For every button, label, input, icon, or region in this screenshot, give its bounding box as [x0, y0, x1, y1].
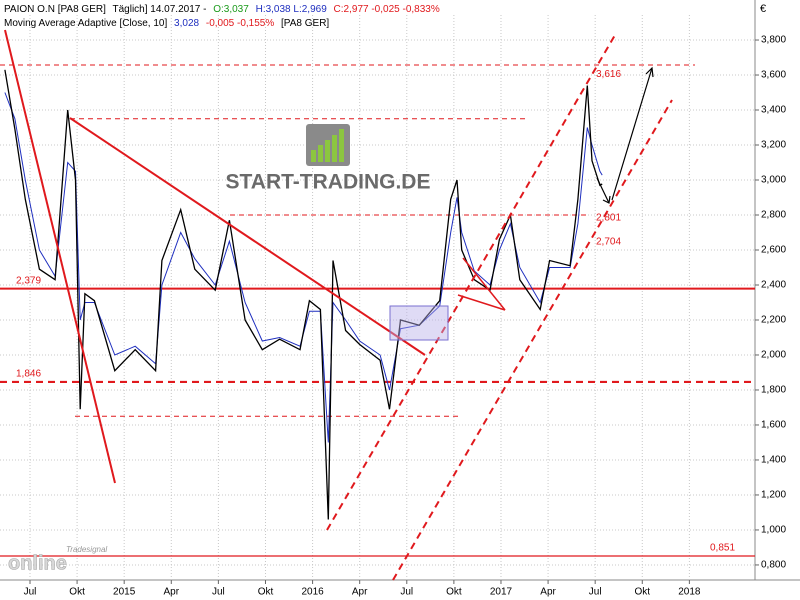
level-label: 0,851: [710, 543, 735, 554]
header-line: PAION O.N [PA8 GER] Täglich] 14.07.2017 …: [4, 4, 440, 15]
x-tick-label: Jul: [400, 587, 413, 598]
highlight-box: [389, 305, 449, 341]
header-text: Täglich] 14.07.2017 -: [112, 4, 206, 15]
level-label: 2,379: [16, 275, 41, 286]
y-tick-label: 2,800: [761, 210, 786, 221]
series-name: PAION O.N [PA8 GER]: [4, 4, 106, 15]
header-high-low: H:3,038 L:2,969: [256, 4, 328, 15]
level-label: 1,846: [16, 369, 41, 380]
y-tick-label: 3,000: [761, 175, 786, 186]
x-tick-label: Jul: [24, 587, 37, 598]
x-tick-label: Okt: [634, 587, 650, 598]
trendlines: [4, 29, 673, 581]
brand: Tradesignal: [66, 545, 107, 554]
x-tick-label: 2017: [490, 587, 513, 598]
y-tick-label: 2,600: [761, 245, 786, 256]
y-tick-label: 3,600: [761, 70, 786, 81]
header-change: -0,005 -0,155%: [206, 18, 274, 29]
x-tick-label: Okt: [258, 587, 274, 598]
y-tick-label: 2,400: [761, 280, 786, 291]
price-line: [4, 69, 603, 520]
y-tick-label: 1,600: [761, 420, 786, 431]
brand: online: [8, 552, 67, 574]
x-tick-label: Okt: [446, 587, 462, 598]
header-open: O:3,037: [213, 4, 249, 15]
header-line: Moving Average Adaptive [Close, 10] 3,02…: [4, 18, 329, 29]
x-tick-label: 2016: [301, 587, 324, 598]
y-tick-label: 2,200: [761, 315, 786, 326]
y-tick-label: 3,200: [761, 140, 786, 151]
x-tick-label: Apr: [352, 587, 368, 598]
y-tick-label: 1,800: [761, 385, 786, 396]
annotation-label: 2,801: [596, 212, 621, 223]
series-name: Moving Average Adaptive [Close, 10]: [4, 18, 167, 29]
header-value: 3,028: [174, 18, 199, 29]
y-tick-label: 3,400: [761, 105, 786, 116]
x-tick-label: Jul: [212, 587, 225, 598]
x-tick-label: Apr: [164, 587, 180, 598]
header-text: [PA8 GER]: [281, 18, 329, 29]
header-close: C:2,977 -0,025 -0,833%: [334, 4, 440, 15]
y-tick-label: 1,000: [761, 525, 786, 536]
annotation-label: 2,704: [596, 236, 621, 247]
annotation-label: 3,616: [596, 69, 621, 80]
x-tick-label: Okt: [69, 587, 85, 598]
watermark: START-TRADING.DE: [226, 171, 431, 194]
x-tick-label: Apr: [540, 587, 556, 598]
y-tick-label: 3,800: [761, 35, 786, 46]
arrows: [596, 66, 654, 204]
currency: €: [760, 3, 766, 15]
y-tick-label: 2,000: [761, 350, 786, 361]
logo: [306, 124, 350, 166]
y-tick-label: 0,800: [761, 560, 786, 571]
x-tick-label: 2018: [678, 587, 701, 598]
x-tick-label: 2015: [113, 587, 136, 598]
y-tick-label: 1,200: [761, 490, 786, 501]
y-tick-label: 1,400: [761, 455, 786, 466]
x-tick-label: Jul: [589, 587, 602, 598]
